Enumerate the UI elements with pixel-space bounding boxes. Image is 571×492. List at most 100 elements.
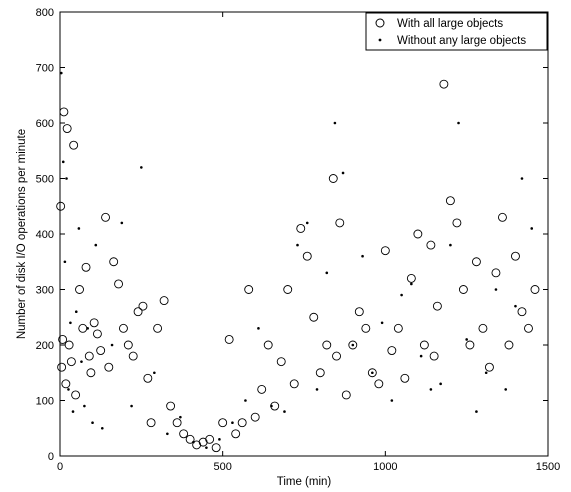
data-point-circle	[517, 307, 527, 317]
data-point-dot	[205, 446, 208, 449]
data-point-circle	[471, 257, 481, 267]
y-tick-label: 500	[36, 174, 54, 186]
data-point-circle	[86, 368, 96, 378]
data-point-circle	[64, 340, 74, 350]
y-tick-label: 300	[36, 285, 54, 297]
data-point-circle	[432, 301, 442, 311]
y-tick-label: 800	[36, 7, 54, 19]
data-point-circle	[524, 323, 533, 333]
data-point-dot	[439, 382, 442, 386]
data-point-circle	[413, 229, 423, 239]
data-point-circle	[96, 346, 106, 355]
data-point-circle	[224, 335, 234, 344]
data-point-circle	[309, 312, 319, 322]
data-point-circle	[109, 257, 119, 267]
data-point-circle	[458, 285, 468, 294]
data-point-circle	[257, 384, 267, 394]
data-point-circle	[354, 307, 364, 317]
data-point-circle	[118, 323, 128, 333]
y-tick-label: 700	[36, 63, 54, 75]
y-tick-label: 200	[36, 340, 54, 352]
data-point-circle	[491, 268, 501, 278]
data-point-dot	[371, 371, 374, 375]
data-point-circle	[484, 362, 494, 372]
data-point-circle	[101, 212, 110, 222]
data-point-dot	[80, 360, 83, 363]
y-axis: 0 100 200 300 400 500 600 700 800	[36, 7, 548, 463]
data-point-circle	[478, 323, 488, 333]
data-point-circle	[393, 323, 403, 333]
data-point-circle	[78, 323, 88, 333]
x-tick-label: 0	[57, 461, 63, 473]
data-point-circle	[426, 240, 436, 250]
data-point-circle	[315, 368, 325, 378]
data-point-dot	[231, 421, 234, 425]
data-point-circle	[231, 429, 241, 439]
data-point-circle	[406, 273, 416, 283]
data-point-dot	[325, 271, 329, 275]
data-point-circle	[439, 79, 449, 89]
data-point-circle	[192, 440, 202, 450]
data-point-circle	[348, 340, 358, 350]
data-point-circle	[322, 340, 332, 350]
data-point-dot	[130, 404, 133, 408]
data-point-circle	[237, 418, 247, 428]
x-tick-label: 1500	[536, 461, 560, 473]
data-point-circle	[57, 362, 67, 372]
data-point-dot	[65, 177, 68, 180]
data-point-circle	[429, 351, 439, 361]
data-point-circle	[143, 373, 153, 383]
data-point-circle	[84, 351, 94, 361]
y-axis-label: Number of disk I/O operations per minute	[16, 129, 28, 339]
data-point-dot	[179, 415, 182, 419]
data-point-circle	[104, 362, 114, 372]
x-tick-label: 500	[213, 461, 231, 473]
data-point-circle	[387, 346, 397, 355]
data-point-circle	[198, 437, 208, 447]
data-point-dot	[305, 221, 309, 225]
data-point-circle	[61, 379, 71, 389]
data-point-circle	[263, 340, 273, 350]
data-point-circle	[452, 218, 462, 228]
data-point-dot	[257, 327, 260, 330]
data-point-circle	[59, 107, 69, 117]
data-point-circle	[335, 218, 345, 228]
data-point-circle	[58, 335, 68, 344]
data-point-dot	[449, 243, 452, 247]
data-point-circle	[153, 323, 163, 333]
data-point-circle	[374, 379, 384, 389]
data-point-circle	[530, 285, 540, 294]
data-point-circle	[71, 390, 81, 400]
legend-box	[365, 12, 548, 51]
x-axis-label: Time (min)	[277, 476, 332, 488]
data-point-circle	[289, 379, 299, 389]
y-tick-label: 100	[36, 396, 54, 408]
data-point-circle	[205, 434, 215, 444]
data-point-circle	[367, 368, 377, 378]
data-point-circle	[218, 418, 228, 428]
data-point-dot	[283, 410, 286, 413]
data-point-dot	[74, 310, 78, 314]
y-tick-label: 0	[48, 451, 54, 463]
data-point-circle	[89, 318, 99, 328]
data-point-circle	[498, 212, 507, 222]
data-point-circle	[400, 373, 410, 383]
data-point-dot	[60, 71, 63, 75]
data-point-circle	[128, 351, 138, 361]
data-point-circle	[302, 251, 312, 261]
data-point-dot	[380, 321, 384, 325]
data-point-dot	[400, 293, 403, 297]
data-point-circle	[133, 307, 143, 317]
data-point-circle	[138, 301, 148, 311]
legend-marker-circle	[375, 18, 385, 28]
data-point-dot	[94, 243, 98, 247]
legend-label-series-2: Without any large objects	[397, 35, 526, 47]
series-without-large-objects	[60, 71, 534, 449]
data-point-circle	[419, 340, 429, 350]
data-point-circle	[75, 285, 84, 294]
data-point-dot	[61, 160, 65, 164]
data-point-dot	[192, 440, 195, 444]
data-point-dot	[86, 327, 89, 330]
data-point-dot	[429, 388, 433, 391]
